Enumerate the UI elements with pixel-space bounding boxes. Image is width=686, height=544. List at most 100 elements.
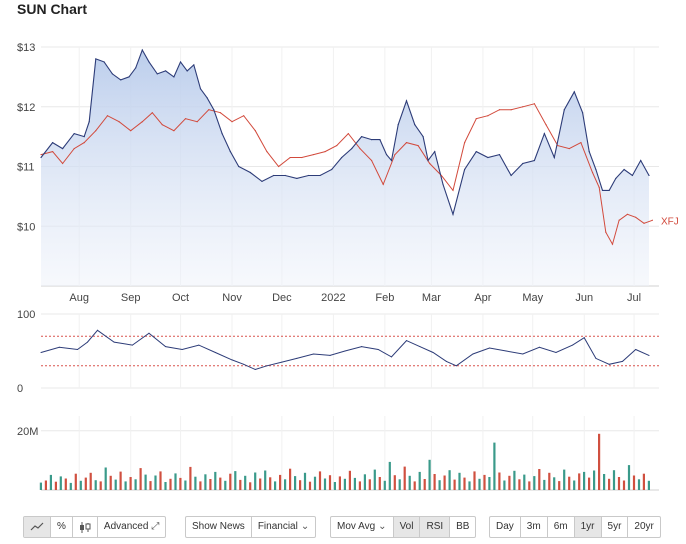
price-y-tick-label: $11 [17,162,35,174]
rsi-toggle[interactable]: RSI [420,517,451,537]
volume-bar [642,473,645,490]
volume-bar [343,478,346,490]
mov-avg-dropdown[interactable]: Mov Avg ⌄ [331,517,394,537]
rsi-panel[interactable] [40,329,660,371]
volume-y-tick-label: 20M [17,426,38,438]
xfj-point [452,189,454,191]
xfj-point [487,115,489,117]
show-news-label: Show News [192,521,245,532]
volume-bar [573,480,576,490]
volume-bar [483,474,486,490]
bb-label: BB [456,521,470,532]
xfj-point [651,219,653,221]
xfj-point [417,144,419,147]
sun-point [464,168,466,171]
sun-point [414,124,416,126]
xfj-point [231,121,233,123]
sun-point [111,73,114,75]
volume-bar [508,475,511,490]
volume-bar [289,468,292,490]
price-x-tick-label: Aug [69,292,89,304]
price-x-tick-label: Feb [375,292,394,304]
xfj-point [336,144,338,147]
range-6m-button[interactable]: 6m [548,517,575,537]
volume-bar [323,478,327,490]
volume-bar [553,477,556,490]
volume-panel[interactable] [39,433,650,490]
xfj-point [347,133,349,135]
volume-bar [378,477,381,490]
range-label: 6m [553,521,568,532]
sun-point [61,147,64,150]
advanced-button[interactable]: Advanced ⤢ [98,517,165,537]
sun-point [83,136,85,138]
sun-point [533,159,536,162]
volume-bar [448,470,451,490]
sun-area-fill [41,50,649,286]
xfj-point [580,142,582,144]
advanced-label: Advanced [103,521,149,532]
rsi-point [432,351,434,353]
volume-bar [303,472,307,490]
sun-point [88,121,90,123]
volume-bar [617,477,621,490]
range-3m-button[interactable]: 3m [521,517,548,537]
price-panel[interactable] [40,48,653,286]
volume-bar [533,476,536,490]
volume-bar [134,479,137,490]
sun-point [648,174,650,177]
sun-point [141,49,143,51]
sun-point [475,150,477,153]
show-news-button[interactable]: Show News [186,517,252,537]
volume-bar [59,476,62,490]
rsi-point [361,346,363,348]
volume-bar [264,470,267,490]
range-1yr-button[interactable]: 1yr [574,517,602,537]
xfj-point [40,153,42,156]
xfj-point [151,112,153,114]
range-20yr-button[interactable]: 20yr [628,517,659,537]
rsi-point [329,354,331,356]
vol-label: Vol [399,521,414,532]
rsi-label: RSI [426,521,444,532]
rsi-point [198,344,200,346]
sun-point [405,100,408,102]
volume-bar [603,474,606,490]
volume-bar [254,472,257,490]
xfj-point [254,130,256,132]
volume-bar [69,482,72,490]
xfj-point [52,150,54,153]
sun-point [422,136,424,138]
sun-point [615,177,617,180]
sun-point [498,153,501,156]
xfj-point [95,130,97,132]
sun-point [487,156,489,159]
candlestick-button[interactable] [73,517,98,537]
sun-point [553,156,555,159]
range-5yr-button[interactable]: 5yr [602,517,629,537]
sun-point [103,61,105,63]
xfj-point [429,162,431,165]
line-chart-button[interactable] [24,517,51,537]
rsi-point [377,349,379,351]
volume-bar [473,471,476,490]
sun-point [284,174,286,177]
percent-button[interactable]: % [51,517,73,537]
volume-bar [433,474,436,490]
xfj-point [510,109,512,111]
xfj-point [277,165,280,168]
price-x-tick-label: Apr [474,292,491,304]
rsi-point [243,363,245,365]
vol-toggle[interactable]: Vol [393,517,421,537]
price-x-tick-label: Oct [172,292,189,304]
financial-dropdown[interactable]: Financial ⌄ [252,517,315,537]
rsi-point [555,351,557,353]
xfj-point [643,222,645,224]
xfj-point [591,171,594,174]
bb-toggle[interactable]: BB [450,517,475,537]
volume-bar [313,476,317,490]
xfj-point [118,121,120,123]
rsi-point [113,341,115,343]
range-day-button[interactable]: Day [490,517,521,537]
sun-point [73,133,75,135]
